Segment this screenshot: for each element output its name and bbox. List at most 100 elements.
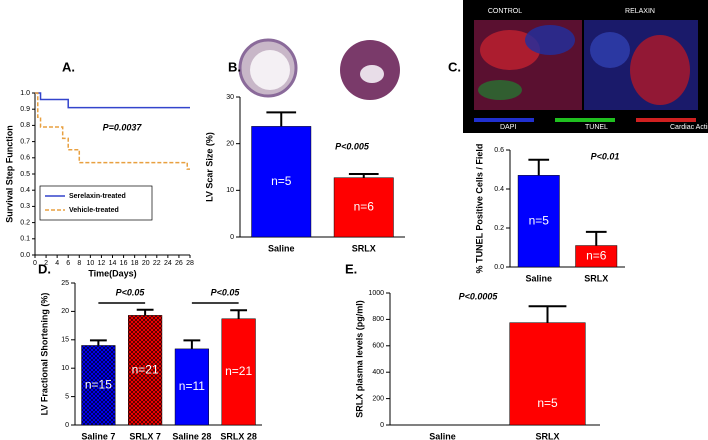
annotation: P<0.05: [211, 287, 241, 297]
x-tick-label: 26: [175, 260, 183, 267]
bar-label: n=6: [586, 248, 607, 262]
heart-images: [238, 38, 400, 100]
annotation: P<0.05: [116, 287, 146, 297]
bar: [221, 318, 256, 426]
bar-label: n=6: [354, 200, 375, 214]
x-tick-label: 6: [66, 260, 70, 267]
y-tick-label: 20: [61, 308, 69, 315]
bar: [174, 348, 209, 426]
bar-label: n=21: [132, 362, 159, 376]
x-tick-label: Saline 28: [172, 431, 211, 440]
x-tick-label: 22: [153, 260, 161, 267]
x-tick-label: 10: [86, 260, 94, 267]
y-tick-label: 0.2: [494, 225, 504, 232]
y-tick-label: 0.5: [20, 171, 30, 178]
panel-label: A.: [62, 59, 75, 74]
bar: [333, 177, 394, 238]
y-tick-label: 10: [226, 187, 234, 194]
bar-label: n=5: [529, 213, 550, 227]
y-axis-label: % TUNEL Positive Cells / Field: [474, 144, 484, 274]
bar-label: n=5: [537, 396, 558, 410]
legend-box: [39, 185, 153, 221]
x-tick-label: Saline: [268, 243, 295, 253]
y-tick-label: 30: [226, 94, 234, 101]
bar: [81, 345, 116, 426]
y-tick-label: 20: [226, 141, 234, 148]
x-tick-label: SRLX 28: [220, 431, 257, 440]
image-legend-label: DAPI: [500, 124, 516, 131]
image-legend-label: Cardiac Actin: [670, 124, 708, 131]
x-tick-label: 14: [109, 260, 117, 267]
x-tick-label: 8: [77, 260, 81, 267]
y-axis-label: SRLX plasma levels (pg/ml): [354, 300, 364, 418]
legend-label: Serelaxin-treated: [69, 193, 126, 200]
y-tick-label: 0.0: [494, 264, 504, 271]
bar: [128, 315, 163, 426]
panel-label: C.: [448, 59, 461, 74]
y-axis-label: Survival Step Function: [4, 125, 14, 223]
y-tick-label: 0: [65, 422, 69, 429]
y-tick-label: 0.2: [20, 219, 30, 226]
y-tick-label: 0.1: [20, 236, 30, 243]
legend-label: Vehicle-treated: [69, 207, 119, 214]
bar-label: n=21: [225, 364, 252, 378]
bar-label: n=5: [271, 174, 292, 188]
x-tick-label: 0: [33, 260, 37, 267]
survival-line: [35, 92, 190, 170]
x-tick-label: 12: [98, 260, 106, 267]
annotation: P=0.0037: [103, 122, 143, 132]
y-tick-label: 0.4: [20, 187, 30, 194]
y-axis-label: LV Scar Size (%): [204, 132, 214, 202]
x-tick-label: 24: [164, 260, 172, 267]
x-tick-label: 4: [55, 260, 59, 267]
y-tick-label: 15: [61, 337, 69, 344]
y-tick-label: 0.6: [20, 155, 30, 162]
annotation: P<0.01: [591, 151, 620, 161]
y-tick-label: 0.7: [20, 138, 30, 145]
y-tick-label: 1.0: [20, 90, 30, 97]
y-tick-label: 5: [65, 393, 69, 400]
x-tick-label: SRLX: [584, 273, 608, 283]
x-tick-label: Saline: [525, 273, 552, 283]
y-tick-label: 0.6: [494, 147, 504, 154]
y-tick-label: 0.8: [20, 122, 30, 129]
survival-line: [35, 92, 190, 109]
y-tick-label: 800: [372, 316, 384, 323]
x-tick-label: 18: [131, 260, 139, 267]
x-tick-label: 28: [186, 260, 194, 267]
x-axis-label: Time(Days): [88, 268, 136, 278]
y-tick-label: 200: [372, 395, 384, 402]
panel-label: D.: [38, 261, 51, 276]
bar: [251, 126, 312, 238]
y-tick-label: 600: [372, 343, 384, 350]
panel-label: E.: [345, 261, 357, 276]
y-tick-label: 0.0: [20, 252, 30, 259]
x-tick-label: 2: [44, 260, 48, 267]
y-tick-label: 0: [230, 234, 234, 241]
x-tick-label: 20: [142, 260, 150, 267]
y-tick-label: 0.4: [494, 186, 504, 193]
bar-label: n=15: [85, 377, 112, 391]
annotation: P<0.0005: [459, 291, 499, 301]
micrograph: [463, 0, 708, 133]
x-tick-label: SRLX: [352, 243, 376, 253]
image-label: RELAXIN: [625, 8, 655, 15]
x-tick-label: 16: [120, 260, 128, 267]
x-tick-label: Saline: [429, 431, 456, 440]
bar-label: n=11: [179, 379, 205, 393]
y-tick-label: 1000: [368, 290, 384, 297]
panel-label: B.: [228, 59, 241, 74]
y-tick-label: 10: [61, 365, 69, 372]
image-legend-label: TUNEL: [585, 124, 608, 131]
image-label: CONTROL: [488, 8, 522, 15]
y-axis-label: LV Fractional Shortening (%): [39, 293, 49, 416]
annotation: P<0.005: [335, 141, 370, 151]
y-tick-label: 0.3: [20, 203, 30, 210]
x-tick-label: SRLX: [535, 431, 559, 440]
x-tick-label: Saline 7: [81, 431, 115, 440]
y-tick-label: 0: [380, 422, 384, 429]
y-tick-label: 25: [61, 280, 69, 287]
x-tick-label: SRLX 7: [129, 431, 161, 440]
y-tick-label: 0.9: [20, 106, 30, 113]
